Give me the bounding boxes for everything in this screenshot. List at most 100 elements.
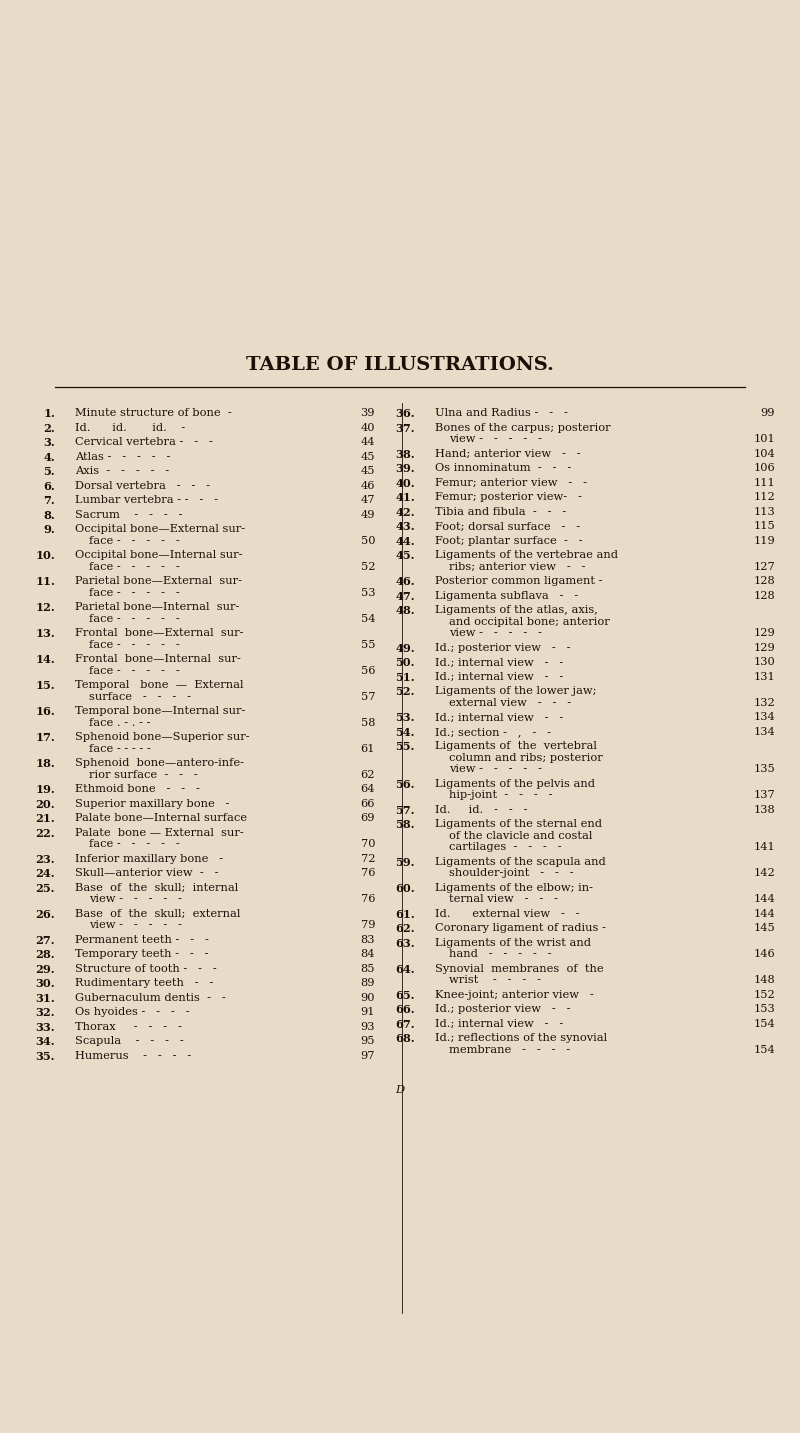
Text: 64: 64 bbox=[361, 784, 375, 794]
Text: Id.     id.   -   -   -: Id. id. - - - bbox=[435, 805, 527, 815]
Text: 89: 89 bbox=[361, 979, 375, 989]
Text: 4.: 4. bbox=[43, 451, 55, 463]
Text: Base  of  the  skull;  internal: Base of the skull; internal bbox=[75, 883, 238, 893]
Text: Inferior maxillary bone   -: Inferior maxillary bone - bbox=[75, 854, 223, 864]
Text: Hand; anterior view   -   -: Hand; anterior view - - bbox=[435, 449, 581, 459]
Text: view -   -   -   -   -: view - - - - - bbox=[449, 629, 542, 639]
Text: Permanent teeth -   -   -: Permanent teeth - - - bbox=[75, 934, 209, 944]
Text: 119: 119 bbox=[754, 536, 775, 546]
Text: 128: 128 bbox=[754, 590, 775, 600]
Text: 53: 53 bbox=[361, 588, 375, 598]
Text: Atlas -   -   -   -   -: Atlas - - - - - bbox=[75, 451, 170, 461]
Text: 14.: 14. bbox=[35, 655, 55, 665]
Text: 104: 104 bbox=[754, 449, 775, 459]
Text: Temporal   bone  —  External: Temporal bone — External bbox=[75, 681, 243, 691]
Text: 128: 128 bbox=[754, 576, 775, 586]
Text: 115: 115 bbox=[754, 522, 775, 532]
Text: 76: 76 bbox=[361, 868, 375, 878]
Text: 130: 130 bbox=[754, 658, 775, 668]
Text: 30.: 30. bbox=[35, 979, 55, 989]
Text: 154: 154 bbox=[754, 1019, 775, 1029]
Text: 6.: 6. bbox=[43, 481, 55, 492]
Text: view -   -   -   -   -: view - - - - - bbox=[89, 920, 182, 930]
Text: Scapula    -   -   -   -: Scapula - - - - bbox=[75, 1036, 184, 1046]
Text: Ligaments of  the  vertebral: Ligaments of the vertebral bbox=[435, 741, 597, 751]
Text: 152: 152 bbox=[754, 990, 775, 1000]
Text: face . - . - -: face . - . - - bbox=[89, 718, 150, 728]
Text: 8.: 8. bbox=[43, 510, 55, 522]
Text: 132: 132 bbox=[754, 698, 775, 708]
Text: face -   -   -   -   -: face - - - - - bbox=[89, 641, 180, 651]
Text: 45: 45 bbox=[361, 451, 375, 461]
Text: 52.: 52. bbox=[395, 686, 415, 698]
Text: 5.: 5. bbox=[43, 466, 55, 477]
Text: D: D bbox=[395, 1085, 405, 1095]
Text: Tibia and fibula  -   -   -: Tibia and fibula - - - bbox=[435, 507, 566, 517]
Text: Id.      external view   -   -: Id. external view - - bbox=[435, 909, 580, 919]
Text: 26.: 26. bbox=[35, 909, 55, 920]
Text: Posterior common ligament -: Posterior common ligament - bbox=[435, 576, 602, 586]
Text: 56: 56 bbox=[361, 666, 375, 676]
Text: 134: 134 bbox=[754, 712, 775, 722]
Text: 59.: 59. bbox=[395, 857, 415, 868]
Text: 91: 91 bbox=[361, 1007, 375, 1017]
Text: Id.; posterior view   -   -: Id.; posterior view - - bbox=[435, 643, 570, 653]
Text: Palate bone—Internal surface: Palate bone—Internal surface bbox=[75, 814, 247, 824]
Text: 154: 154 bbox=[754, 1045, 775, 1055]
Text: hip-joint  -   -   -   -: hip-joint - - - - bbox=[449, 791, 553, 801]
Text: Bones of the carpus; posterior: Bones of the carpus; posterior bbox=[435, 423, 610, 433]
Text: Ligamenta subflava   -   -: Ligamenta subflava - - bbox=[435, 590, 578, 600]
Text: 83: 83 bbox=[361, 934, 375, 944]
Text: 99: 99 bbox=[761, 408, 775, 418]
Text: 61: 61 bbox=[361, 744, 375, 754]
Text: 32.: 32. bbox=[35, 1007, 55, 1019]
Text: 22.: 22. bbox=[35, 828, 55, 838]
Text: Parietal bone—External  sur-: Parietal bone—External sur- bbox=[75, 576, 242, 586]
Text: 111: 111 bbox=[754, 477, 775, 487]
Text: 67.: 67. bbox=[395, 1019, 415, 1030]
Text: Dorsal vertebra   -   -   -: Dorsal vertebra - - - bbox=[75, 481, 210, 492]
Text: 3.: 3. bbox=[43, 437, 55, 449]
Text: face -   -   -   -   -: face - - - - - bbox=[89, 613, 180, 623]
Text: 11.: 11. bbox=[35, 576, 55, 588]
Text: Os innominatum  -   -   -: Os innominatum - - - bbox=[435, 463, 571, 473]
Text: 41.: 41. bbox=[395, 493, 415, 503]
Text: view -   -   -   -   -: view - - - - - bbox=[89, 894, 182, 904]
Text: 72: 72 bbox=[361, 854, 375, 864]
Text: membrane   -   -   -   -: membrane - - - - bbox=[449, 1045, 570, 1055]
Text: 1.: 1. bbox=[43, 408, 55, 420]
Text: 46.: 46. bbox=[395, 576, 415, 588]
Text: 55.: 55. bbox=[396, 741, 415, 752]
Text: 29.: 29. bbox=[35, 964, 55, 974]
Text: 47: 47 bbox=[361, 496, 375, 506]
Text: Id.; internal view   -   -: Id.; internal view - - bbox=[435, 672, 563, 682]
Text: 146: 146 bbox=[754, 950, 775, 960]
Text: Frontal  bone—Internal  sur-: Frontal bone—Internal sur- bbox=[75, 655, 241, 665]
Text: 27.: 27. bbox=[35, 934, 55, 946]
Text: 127: 127 bbox=[754, 562, 775, 572]
Text: 50: 50 bbox=[361, 536, 375, 546]
Text: 144: 144 bbox=[754, 894, 775, 904]
Text: 56.: 56. bbox=[395, 780, 415, 790]
Text: 45: 45 bbox=[361, 466, 375, 476]
Text: 43.: 43. bbox=[395, 522, 415, 533]
Text: 16.: 16. bbox=[35, 706, 55, 718]
Text: 142: 142 bbox=[754, 868, 775, 878]
Text: Id.; reflections of the synovial: Id.; reflections of the synovial bbox=[435, 1033, 607, 1043]
Text: Occipital bone—Internal sur-: Occipital bone—Internal sur- bbox=[75, 550, 242, 560]
Text: Id.; internal view   -   -: Id.; internal view - - bbox=[435, 1019, 563, 1029]
Text: 34.: 34. bbox=[35, 1036, 55, 1048]
Text: 65.: 65. bbox=[395, 990, 415, 1000]
Text: 21.: 21. bbox=[35, 814, 55, 824]
Text: 79: 79 bbox=[361, 920, 375, 930]
Text: wrist    -   -   -   -: wrist - - - - bbox=[449, 976, 541, 986]
Text: 68.: 68. bbox=[395, 1033, 415, 1045]
Text: 51.: 51. bbox=[395, 672, 415, 684]
Text: 63.: 63. bbox=[395, 939, 415, 949]
Text: Ligaments of the elbow; in-: Ligaments of the elbow; in- bbox=[435, 883, 593, 893]
Text: Humerus    -   -   -   -: Humerus - - - - bbox=[75, 1050, 191, 1060]
Text: view -   -   -   -   -: view - - - - - bbox=[449, 434, 542, 444]
Text: 145: 145 bbox=[754, 923, 775, 933]
Text: 57: 57 bbox=[361, 692, 375, 702]
Text: 135: 135 bbox=[754, 764, 775, 774]
